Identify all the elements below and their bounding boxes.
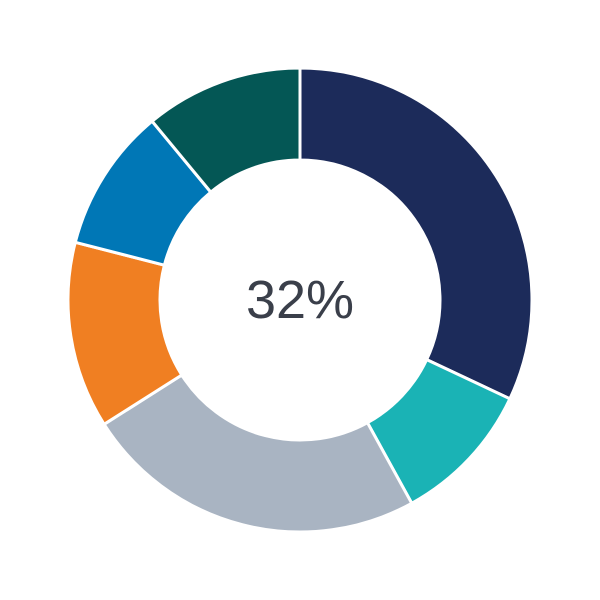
donut-slice-1 [298,66,534,401]
center-label: 32% [246,270,354,330]
donut-slice-6 [150,66,302,195]
donut-slices [66,66,534,534]
donut-slice-3 [102,372,414,534]
